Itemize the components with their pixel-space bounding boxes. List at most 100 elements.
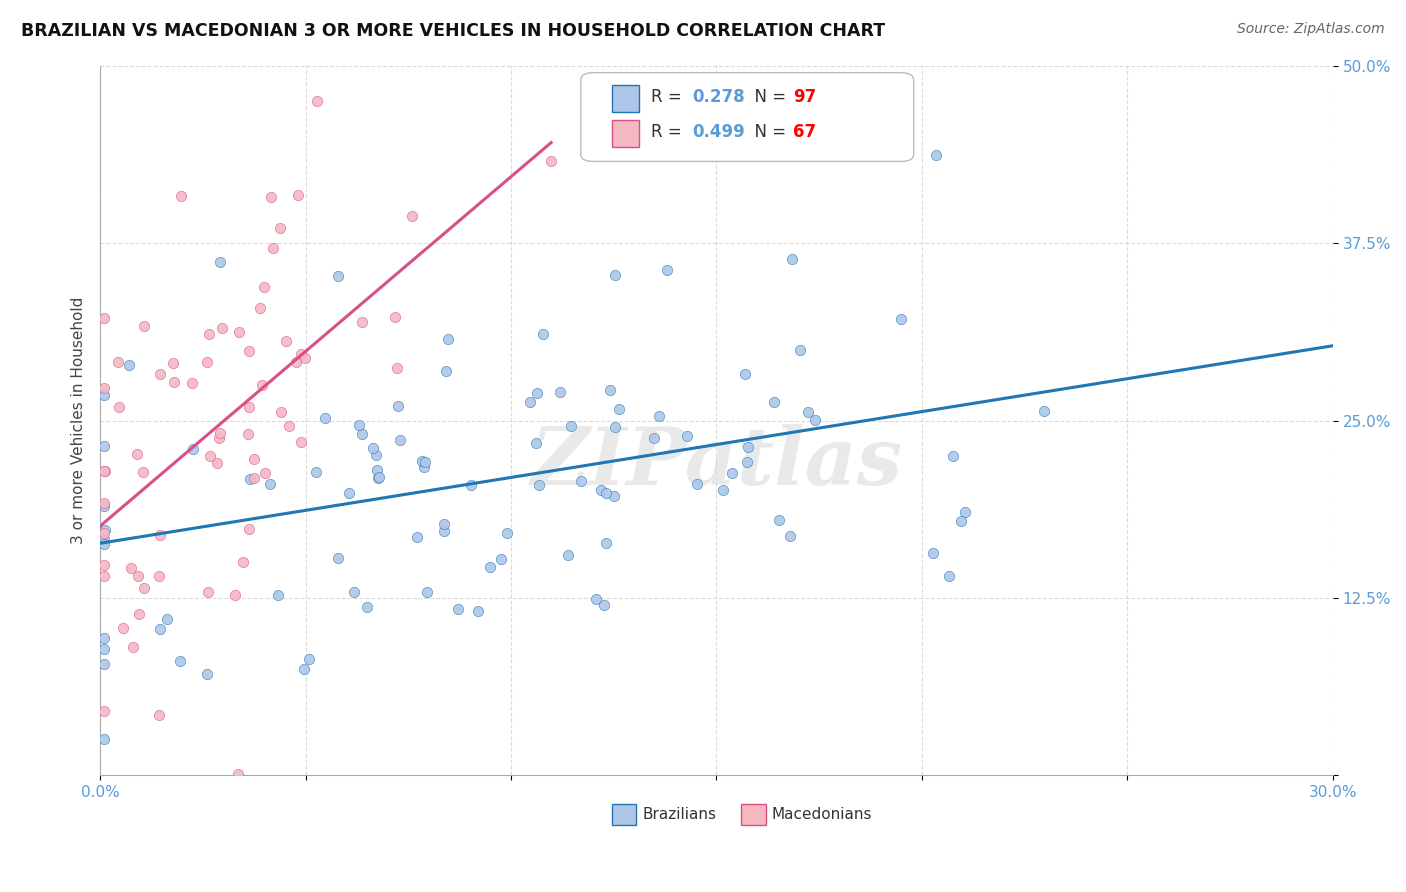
Point [197,326,219,341]
Point [385,361,408,376]
Point [384,310,406,324]
Point [366,462,388,476]
Point [655,263,678,277]
Point [531,326,554,341]
Point [292,662,315,676]
Point [560,418,582,433]
Text: 0.499: 0.499 [692,123,745,142]
Point [479,560,502,574]
Point [242,452,264,467]
Point [285,354,308,368]
Point [367,470,389,484]
Point [413,460,436,475]
Point [361,441,384,455]
Point [737,441,759,455]
Point [274,334,297,349]
Point [170,189,193,203]
Point [337,486,360,500]
Point [208,254,231,268]
Point [890,311,912,326]
Point [111,621,134,635]
Text: R =: R = [651,88,688,106]
Text: Brazilians: Brazilians [643,807,717,822]
Point [207,431,229,445]
Point [921,546,943,560]
Point [524,436,547,450]
Point [93,642,115,657]
FancyBboxPatch shape [741,804,766,825]
Point [226,767,249,781]
Point [290,435,312,450]
Point [93,558,115,573]
Point [93,657,115,672]
Point [489,552,512,566]
Point [107,355,129,369]
Point [305,466,328,480]
Text: Source: ZipAtlas.com: Source: ZipAtlas.com [1237,22,1385,37]
Point [433,516,456,531]
Point [93,705,115,719]
Point [93,464,115,478]
Point [208,425,231,440]
Point [149,528,172,542]
Point [460,478,482,492]
Point [737,455,759,469]
Point [527,478,550,492]
Point [290,347,312,361]
Point [120,561,142,575]
Point [603,420,626,434]
Point [238,400,260,414]
Point [93,533,115,547]
Text: ZIPatlas: ZIPatlas [530,425,903,502]
Point [347,417,370,432]
Point [387,399,409,413]
Point [287,187,309,202]
Point [1032,404,1054,418]
FancyBboxPatch shape [581,73,914,161]
Point [162,356,184,370]
Point [253,467,276,481]
Point [197,585,219,599]
Point [278,419,301,434]
Point [253,279,276,293]
Point [550,385,572,400]
Point [779,529,801,543]
Point [356,599,378,614]
Point [122,640,145,654]
Point [647,409,669,423]
Point [401,209,423,223]
Point [148,708,170,723]
Point [789,343,811,357]
Point [238,344,260,359]
Point [314,410,336,425]
Text: Macedonians: Macedonians [772,807,872,822]
Point [405,530,427,544]
Point [519,394,541,409]
Point [93,632,115,646]
Point [93,496,115,510]
Point [132,466,155,480]
Point [938,569,960,583]
Point [128,607,150,621]
Point [195,666,218,681]
Point [467,603,489,617]
Point [132,318,155,333]
Point [181,376,204,390]
Point [149,368,172,382]
Point [804,413,827,427]
FancyBboxPatch shape [612,85,638,112]
Point [243,471,266,485]
Point [156,612,179,626]
Point [413,455,436,469]
Point [796,405,818,419]
Point [591,483,613,498]
Point [352,315,374,329]
Point [364,448,387,462]
Point [149,622,172,636]
Text: 0.278: 0.278 [692,88,744,106]
Point [260,190,283,204]
Point [249,301,271,316]
Point [389,433,412,447]
Point [94,523,117,537]
Point [294,351,316,365]
